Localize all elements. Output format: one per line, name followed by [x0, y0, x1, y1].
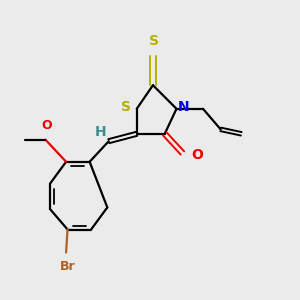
Text: S: S	[149, 34, 159, 47]
Text: O: O	[191, 148, 203, 162]
Text: N: N	[178, 100, 190, 114]
Text: Br: Br	[60, 260, 75, 273]
Text: S: S	[121, 100, 130, 114]
Text: H: H	[95, 125, 106, 139]
Text: O: O	[42, 119, 52, 132]
